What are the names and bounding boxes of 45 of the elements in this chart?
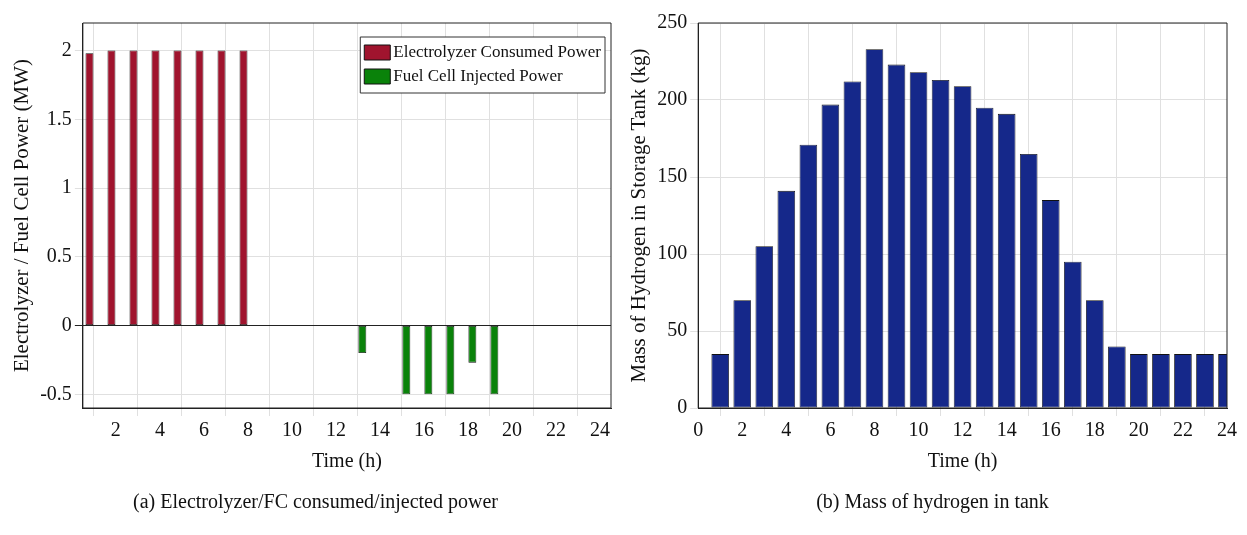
x-tick-label: 12	[952, 418, 973, 441]
x-axis-title: Time (h)	[927, 449, 998, 473]
x-tick-label: 16	[413, 418, 434, 441]
x-tick-label: 24	[1217, 418, 1237, 441]
legend-label: Fuel Cell Injected Power	[393, 66, 564, 86]
y-tick-label: 0.5	[46, 244, 72, 266]
y-axis-title: Mass of Hydrogen in Storage Tank (kg)	[626, 48, 651, 383]
x-tick-label: 4	[154, 418, 165, 441]
x-tick-label: 4	[781, 418, 792, 441]
y-tick-label: -0.5	[40, 381, 72, 404]
x-tick-label: 6	[198, 418, 209, 441]
y-tick-label: 0	[677, 395, 688, 418]
text: (b) Mass of hydrogen in tank	[815, 490, 1050, 513]
x-tick-label: 14	[369, 418, 390, 441]
x-tick-label: 22	[1172, 418, 1193, 441]
text: (a) Electrolyzer/FC consumed/injected power	[132, 490, 499, 513]
y-tick-label: 150	[657, 164, 688, 187]
x-tick-label: 8	[242, 418, 253, 441]
y-tick-label: 250	[657, 10, 688, 33]
x-axis-title: Time (h)	[312, 449, 382, 473]
x-tick-label: 18	[1084, 418, 1105, 441]
y-axis-title: Electrolyzer / Fuel Cell Power (MW)	[9, 58, 34, 373]
x-tick-label: 20	[501, 418, 522, 441]
y-tick-label: 100	[657, 241, 688, 264]
x-tick-label: 6	[825, 418, 836, 441]
x-tick-label: 24	[590, 418, 610, 441]
y-tick-label: 1.5	[46, 106, 72, 129]
x-tick-label: 12	[325, 418, 346, 441]
y-tick-label: 50	[667, 318, 688, 341]
x-tick-label: 18	[457, 418, 478, 441]
x-tick-label: 20	[1128, 418, 1149, 441]
x-tick-label: 2	[737, 418, 748, 441]
x-tick-label: 14	[996, 418, 1017, 441]
y-tick-label: 0	[61, 312, 72, 335]
x-tick-label: 0	[693, 418, 704, 441]
y-tick-label: 200	[657, 87, 688, 110]
y-tick-label: 1	[61, 175, 72, 198]
x-tick-label: 16	[1040, 418, 1061, 441]
x-tick-label: 2	[110, 418, 121, 441]
x-tick-label: 8	[869, 418, 880, 441]
x-tick-label: 22	[545, 418, 566, 441]
legend-label: Electrolyzer Consumed Power	[393, 42, 602, 62]
y-tick-label: 2	[61, 37, 72, 60]
x-tick-label: 10	[908, 418, 929, 441]
x-tick-label: 10	[281, 418, 302, 441]
